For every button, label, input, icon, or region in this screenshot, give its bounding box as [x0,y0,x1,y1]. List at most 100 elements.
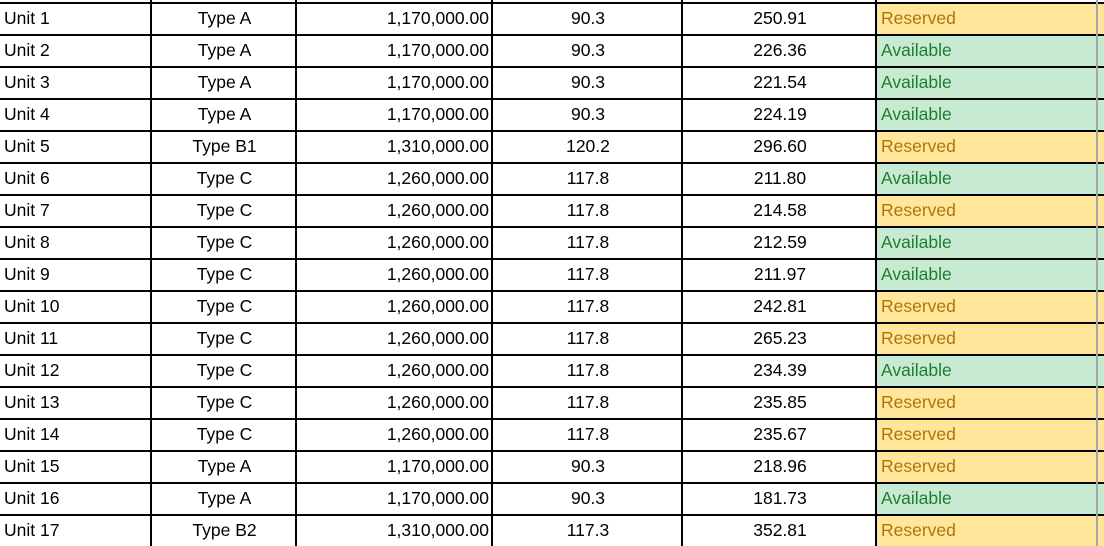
cell-rate[interactable]: 235.67 [753,424,807,444]
cell-type[interactable]: Type B1 [192,136,257,156]
cell-price[interactable]: 1,260,000.00 [386,296,489,316]
cell-rate[interactable]: 235.85 [753,392,807,412]
cell-status[interactable]: Reserved [877,196,1104,226]
cell-price[interactable]: 1,260,000.00 [386,424,489,444]
cell-unit[interactable]: Unit 8 [4,232,50,252]
cell-price[interactable]: 1,170,000.00 [386,104,489,124]
cell-status[interactable]: Available [877,68,1104,98]
cell-area[interactable]: 117.8 [566,360,610,380]
cell-type[interactable]: Type C [196,392,253,412]
cell-status[interactable]: Reserved [877,292,1104,322]
cell-area[interactable]: 117.8 [566,168,610,188]
cell-rate[interactable]: 181.73 [753,488,807,508]
cell-type[interactable]: Type C [196,232,253,252]
cell-unit[interactable]: Unit 6 [4,168,50,188]
cell-unit[interactable]: Unit 15 [4,456,60,476]
cell-price[interactable]: 1,170,000.00 [386,456,489,476]
cell-type[interactable]: Type C [196,296,253,316]
cell-area[interactable]: 117.3 [566,520,610,540]
cell-unit[interactable]: Unit 17 [4,520,60,540]
cell-rate[interactable]: 218.96 [753,456,807,476]
cell-type[interactable]: Type A [197,72,252,92]
cell-rate[interactable]: 221.54 [753,72,807,92]
cell-status[interactable]: Reserved [877,516,1104,546]
cell-rate[interactable]: 214.58 [753,200,807,220]
cell-area[interactable]: 90.3 [570,40,606,60]
cell-unit[interactable]: Unit 13 [4,392,60,412]
cell-area[interactable]: 117.8 [566,264,610,284]
cell-type[interactable]: Type C [196,264,253,284]
cell-type[interactable]: Type C [196,424,253,444]
cell-unit[interactable]: Unit 12 [4,360,60,380]
cell-area[interactable]: 120.2 [566,136,610,156]
cell-price[interactable]: 1,170,000.00 [386,488,489,508]
cell-unit[interactable]: Unit 5 [4,136,50,156]
cell-type[interactable]: Type B2 [192,520,257,540]
cell-rate[interactable]: 211.80 [753,168,807,188]
cell-status[interactable]: Reserved [877,324,1104,354]
cell-unit[interactable]: Unit 2 [4,40,50,60]
cell-area[interactable]: 90.3 [570,104,606,124]
cell-area[interactable]: 117.8 [566,296,610,316]
cell-price[interactable]: 1,310,000.00 [386,136,489,156]
cell-status[interactable]: Reserved [877,420,1104,450]
cell-rate[interactable]: 212.59 [753,232,807,252]
cell-rate[interactable]: 296.60 [753,136,807,156]
cell-rate[interactable]: 265.23 [753,328,807,348]
cell-type[interactable]: Type C [196,328,253,348]
cell-area[interactable]: 117.8 [566,392,610,412]
cell-status[interactable]: Available [877,228,1104,258]
cell-rate[interactable]: 211.97 [753,264,807,284]
cell-type[interactable]: Type A [197,8,252,28]
cell-status[interactable]: Available [877,100,1104,130]
cell-price[interactable]: 1,310,000.00 [386,520,489,540]
cell-status[interactable]: Available [877,484,1104,514]
cell-rate[interactable]: 224.19 [753,104,807,124]
cell-price[interactable]: 1,260,000.00 [386,168,489,188]
cell-status[interactable]: Reserved [877,132,1104,162]
cell-price[interactable]: 1,260,000.00 [386,232,489,252]
cell-unit[interactable]: Unit 10 [4,296,60,316]
cell-price[interactable]: 1,260,000.00 [386,328,489,348]
cell-type[interactable]: Type A [197,488,252,508]
cell-status[interactable]: Reserved [877,452,1104,482]
cell-status[interactable]: Available [877,36,1104,66]
cell-area[interactable]: 117.8 [566,232,610,252]
cell-unit[interactable]: Unit 1 [4,8,50,28]
cell-area[interactable]: 90.3 [570,456,606,476]
cell-rate[interactable]: 250.91 [753,8,807,28]
cell-rate[interactable]: 226.36 [753,40,807,60]
cell-type[interactable]: Type C [196,168,253,188]
cell-unit[interactable]: Unit 14 [4,424,60,444]
cell-type[interactable]: Type C [196,360,253,380]
cell-type[interactable]: Type A [197,456,252,476]
cell-unit[interactable]: Unit 3 [4,72,50,92]
cell-status[interactable]: Available [877,164,1104,194]
cell-status[interactable]: Available [877,356,1104,386]
cell-price[interactable]: 1,260,000.00 [386,392,489,412]
cell-area[interactable]: 90.3 [570,488,606,508]
cell-status[interactable]: Reserved [877,388,1104,418]
cell-price[interactable]: 1,170,000.00 [386,40,489,60]
cell-rate[interactable]: 242.81 [753,296,807,316]
cell-area[interactable]: 117.8 [566,328,610,348]
cell-unit[interactable]: Unit 4 [4,104,50,124]
cell-price[interactable]: 1,170,000.00 [386,72,489,92]
cell-type[interactable]: Type A [197,40,252,60]
cell-status[interactable]: Reserved [877,4,1104,34]
cell-unit[interactable]: Unit 16 [4,488,60,508]
cell-area[interactable]: 90.3 [570,72,606,92]
cell-price[interactable]: 1,260,000.00 [386,360,489,380]
cell-type[interactable]: Type A [197,104,252,124]
cell-price[interactable]: 1,260,000.00 [386,264,489,284]
cell-unit[interactable]: Unit 11 [4,328,59,348]
cell-area[interactable]: 117.8 [566,424,610,444]
cell-area[interactable]: 90.3 [570,8,606,28]
cell-type[interactable]: Type C [196,200,253,220]
cell-price[interactable]: 1,260,000.00 [386,200,489,220]
cell-rate[interactable]: 352.81 [753,520,807,540]
cell-price[interactable]: 1,170,000.00 [386,8,489,28]
cell-unit[interactable]: Unit 7 [4,200,50,220]
cell-area[interactable]: 117.8 [566,200,610,220]
cell-rate[interactable]: 234.39 [753,360,807,380]
